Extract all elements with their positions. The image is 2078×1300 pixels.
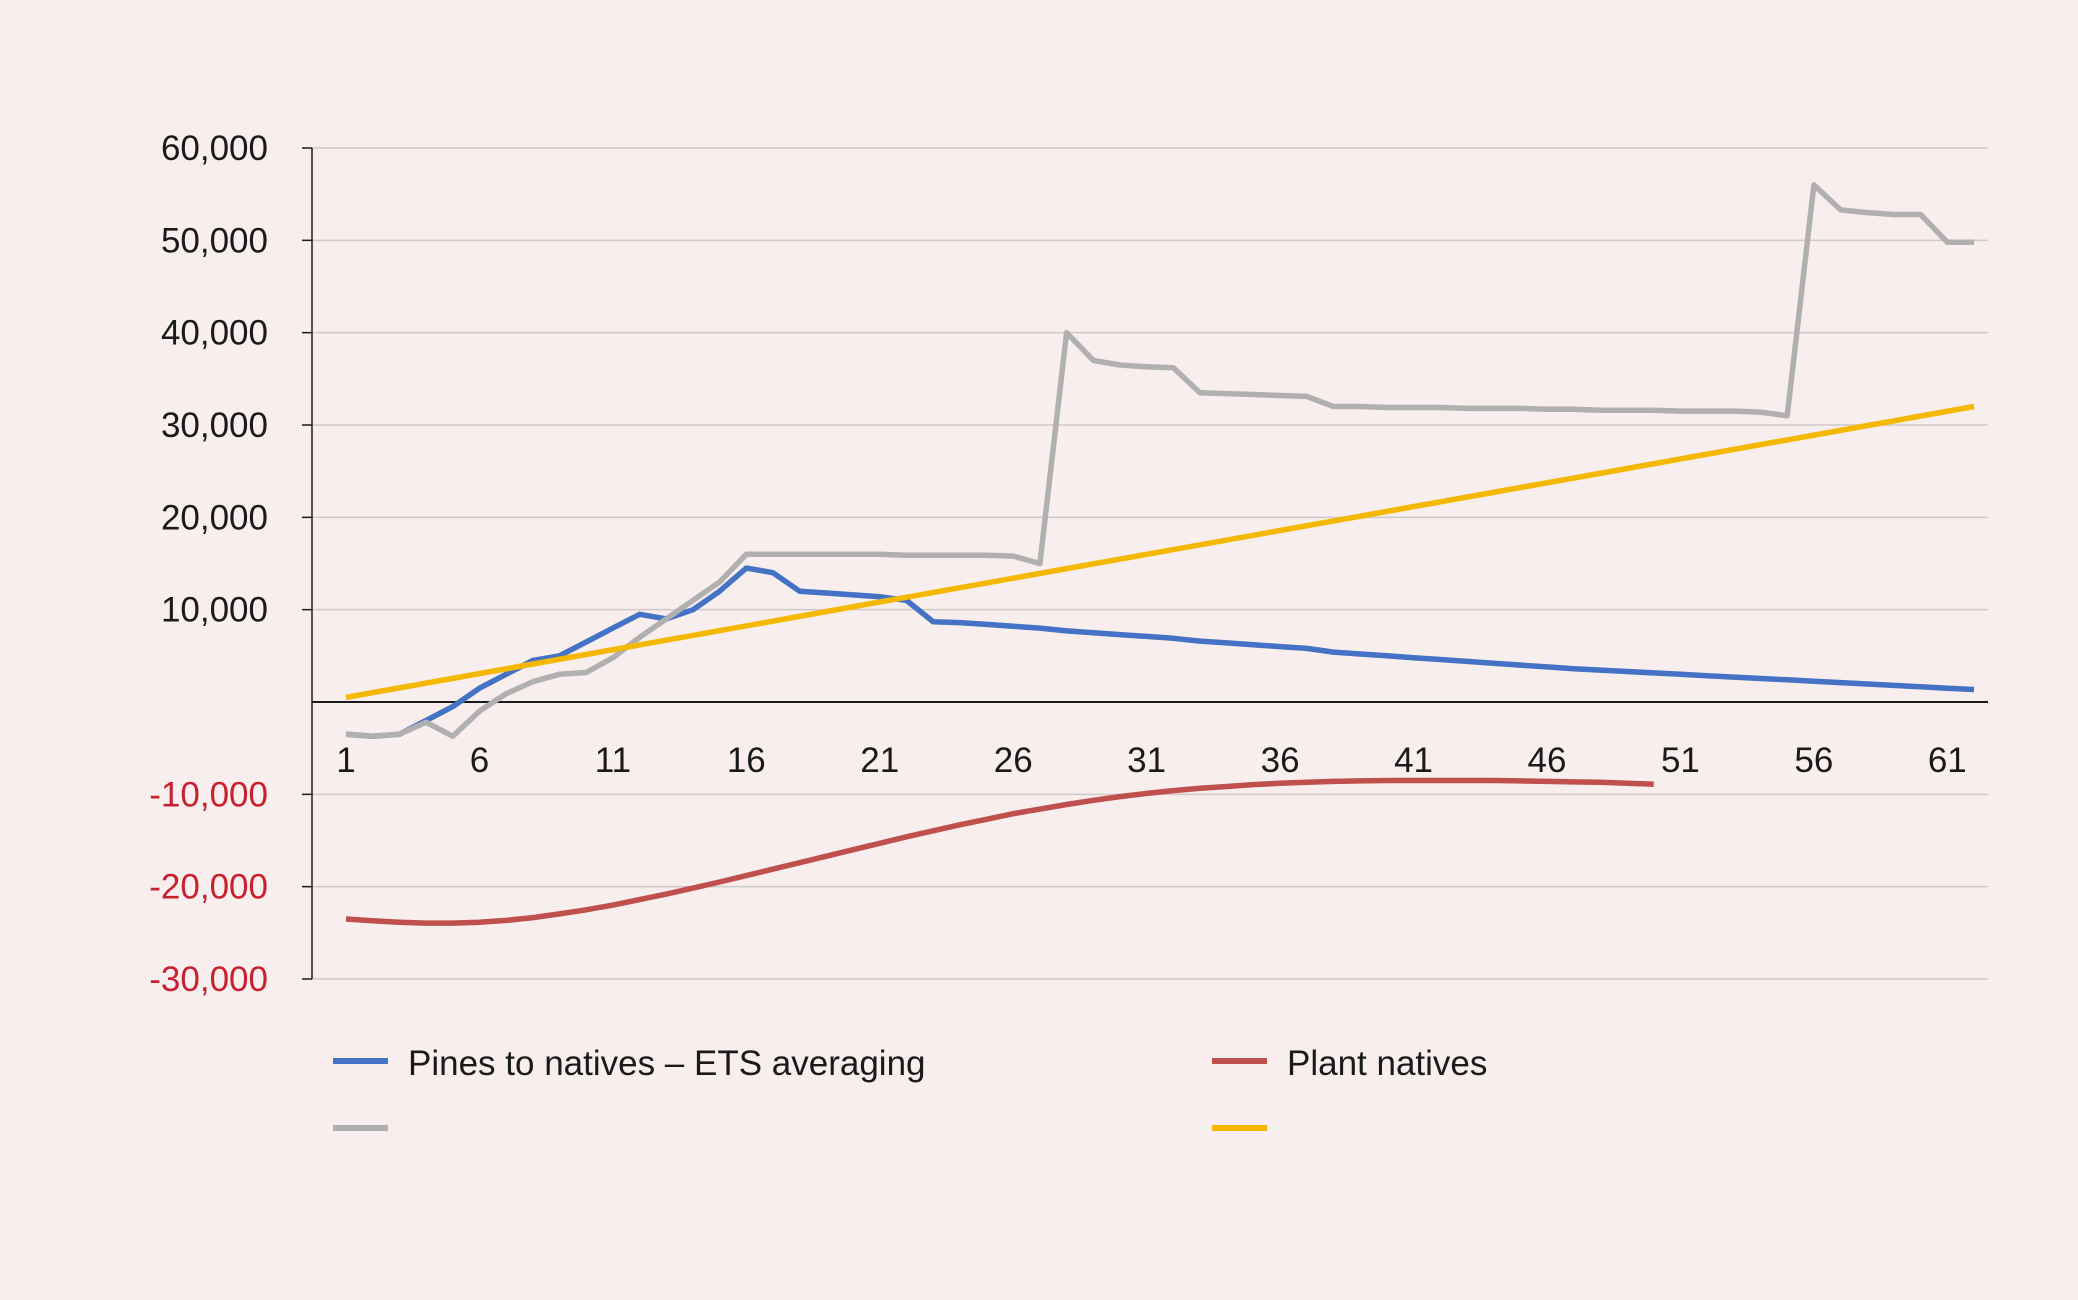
legend-label-1: Plant natives bbox=[1287, 1044, 1487, 1083]
x-tick-label: 56 bbox=[1794, 741, 1833, 780]
x-tick-label: 6 bbox=[470, 741, 489, 780]
y-tick-label: 30,000 bbox=[161, 406, 268, 445]
y-tick-label: 20,000 bbox=[161, 498, 268, 537]
legend-label-0: Pines to natives – ETS averaging bbox=[408, 1044, 926, 1083]
y-tick-label: -10,000 bbox=[149, 775, 268, 814]
x-tick-label: 26 bbox=[994, 741, 1033, 780]
x-tick-label: 11 bbox=[595, 741, 631, 780]
y-axis-ticks: 60,000 50,000 40,000 30,000 20,000 10,000 -10,… bbox=[149, 129, 312, 999]
legend: Pines to natives – ETS averaging Plant n… bbox=[333, 1044, 1487, 1131]
y-tick-label: -30,000 bbox=[149, 960, 268, 999]
x-tick-label: 1 bbox=[336, 741, 355, 780]
x-tick-label: 16 bbox=[727, 741, 766, 780]
y-tick-label: 50,000 bbox=[161, 221, 268, 260]
series-line-3 bbox=[345, 403, 1975, 701]
x-axis-ticks: 1 6 11 16 21 26 31 36 41 46 51 56 61 bbox=[336, 741, 1967, 780]
series-line-1 bbox=[345, 777, 1654, 926]
x-tick-label: 31 bbox=[1127, 741, 1166, 780]
series-lines bbox=[345, 182, 1975, 926]
x-tick-label: 21 bbox=[860, 741, 899, 780]
x-tick-label: 41 bbox=[1394, 741, 1433, 780]
axes bbox=[311, 148, 1988, 979]
y-tick-label: 10,000 bbox=[161, 591, 268, 630]
x-tick-label: 36 bbox=[1261, 741, 1300, 780]
y-tick-label: -20,000 bbox=[149, 868, 268, 907]
y-tick-label: 40,000 bbox=[161, 314, 268, 353]
x-tick-label: 46 bbox=[1528, 741, 1567, 780]
series-line-0 bbox=[345, 565, 1975, 739]
x-tick-label: 51 bbox=[1661, 741, 1700, 780]
y-tick-label: 60,000 bbox=[161, 129, 268, 168]
gridlines bbox=[312, 147, 1988, 980]
x-tick-label: 61 bbox=[1928, 741, 1967, 780]
series-line-2 bbox=[345, 182, 1974, 739]
